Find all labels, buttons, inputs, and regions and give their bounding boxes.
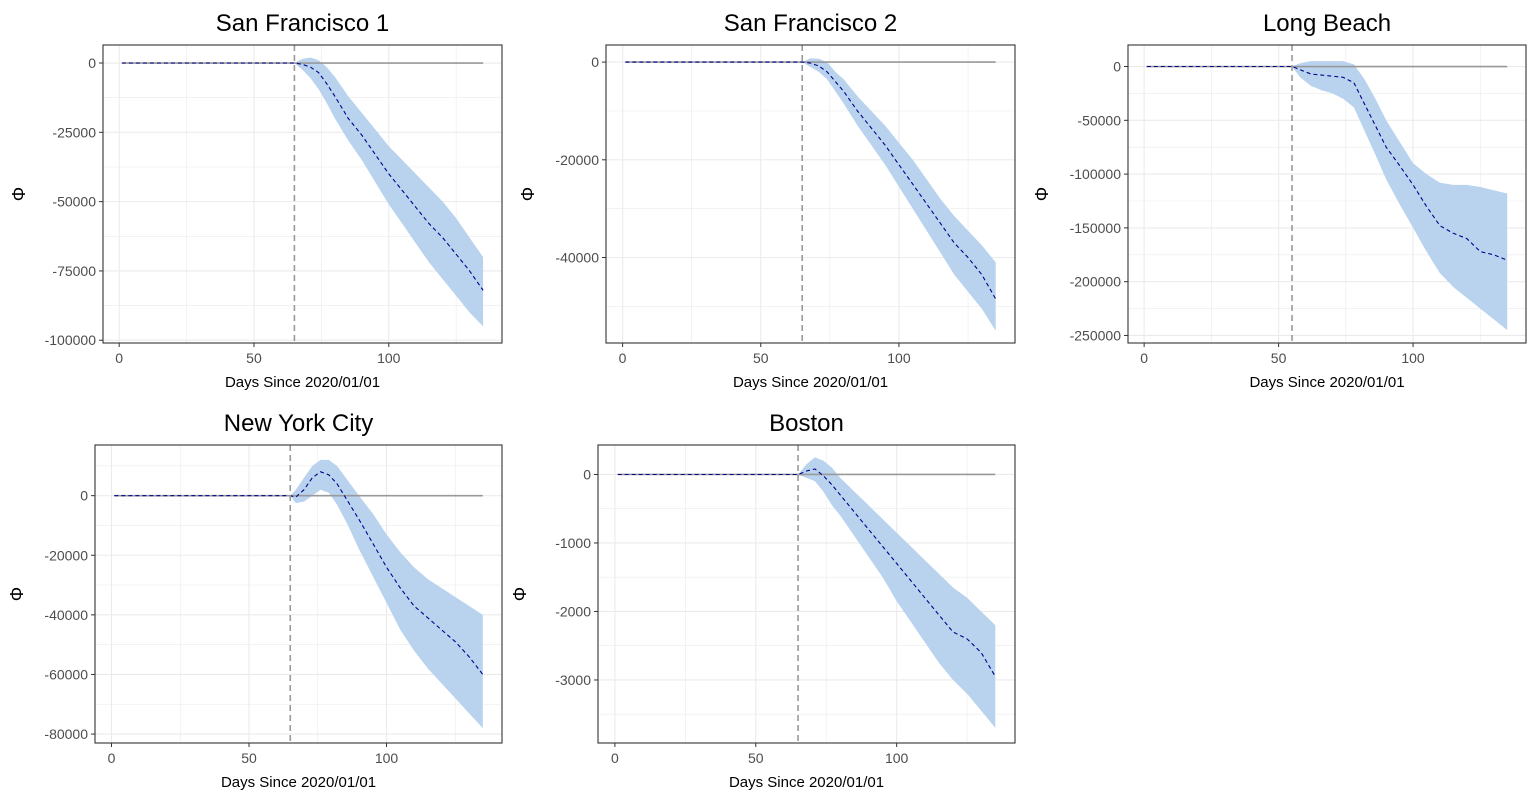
y-tick-label: -100000: [45, 332, 97, 348]
y-tick-label: 0: [1113, 59, 1121, 75]
panel-border: [94, 444, 503, 744]
y-tick-label: -250000: [1070, 327, 1122, 343]
plot-area: [1146, 45, 1508, 343]
chart-title: New York City: [224, 410, 373, 437]
x-axis-label: Days Since 2020/01/01: [225, 374, 380, 391]
chart-title: Long Beach: [1263, 10, 1391, 37]
y-tick-label: -50000: [1077, 112, 1121, 128]
x-tick-label: 0: [1140, 350, 1148, 366]
plot-area: [114, 445, 484, 743]
y-tick-label: -80000: [44, 726, 88, 742]
plot-background: [103, 45, 502, 343]
y-tick-label: -20000: [555, 152, 599, 168]
x-tick-label: 0: [108, 750, 116, 766]
y-tick-label: -3000: [555, 672, 591, 688]
y-tick-label: -20000: [44, 547, 88, 563]
x-axis-label: Days Since 2020/01/01: [729, 774, 884, 791]
y-axis-label: Φ: [1032, 187, 1052, 201]
y-axis-label: Φ: [510, 587, 530, 601]
y-tick-label: -50000: [52, 194, 96, 210]
x-tick-label: 0: [611, 750, 619, 766]
median-line: [114, 471, 484, 675]
x-tick-label: 100: [375, 750, 399, 766]
credible-interval-band: [114, 459, 483, 729]
credible-interval-band: [121, 57, 484, 327]
credible-interval-band: [617, 457, 996, 728]
y-axis-label: Φ: [9, 187, 29, 201]
median-line: [617, 468, 996, 677]
y-tick-label: 0: [591, 54, 599, 70]
x-tick-label: 0: [619, 350, 627, 366]
y-tick-label: 0: [80, 488, 88, 504]
y-tick-label: -150000: [1070, 220, 1122, 236]
y-tick-label: -40000: [44, 607, 88, 623]
plot-background: [606, 45, 1015, 343]
y-tick-label: -75000: [52, 263, 96, 279]
x-tick-label: 0: [115, 350, 123, 366]
x-tick-label: 100: [1401, 350, 1425, 366]
chart-title: Boston: [769, 410, 844, 437]
y-tick-label: 0: [583, 466, 591, 482]
y-tick-label: 0: [88, 55, 96, 71]
x-axis-label: Days Since 2020/01/01: [1249, 374, 1404, 391]
panel-border: [597, 444, 1016, 744]
y-tick-label: -1000: [555, 535, 591, 551]
credible-interval-band: [625, 58, 996, 331]
y-tick-label: -40000: [555, 250, 599, 266]
chart-title: San Francisco 1: [216, 10, 389, 37]
y-tick-label: -200000: [1070, 274, 1122, 290]
panel-border: [102, 44, 503, 344]
y-tick-label: -25000: [52, 124, 96, 140]
x-axis-label: Days Since 2020/01/01: [221, 774, 376, 791]
x-tick-label: 100: [887, 350, 911, 366]
y-tick-label: -100000: [1070, 166, 1122, 182]
x-tick-label: 50: [246, 350, 262, 366]
chart-panel: 0 50 100 0 -20000 -40000 San Francisco 2 Days S…: [518, 10, 1016, 391]
chart-panel: 0 50 100 0 -50000 -100000 -150000 -200000 -25000…: [1032, 10, 1527, 391]
panel-border: [605, 44, 1016, 344]
x-tick-label: 50: [1271, 350, 1287, 366]
median-line: [121, 62, 484, 291]
x-tick-label: 100: [377, 350, 401, 366]
plot-area: [121, 45, 484, 343]
median-line: [625, 61, 997, 300]
y-axis-label: Φ: [518, 187, 538, 201]
x-tick-label: 50: [241, 750, 257, 766]
plot-area: [625, 45, 997, 343]
chart-panel: 0 50 100 0 -1000 -2000 -3000 Boston Days Since 2…: [510, 410, 1016, 791]
panel-border: [1127, 44, 1527, 344]
y-tick-label: -60000: [44, 666, 88, 682]
chart-panel: 0 50 100 0 -25000 -50000 -75000 -100000 San Fran…: [9, 10, 503, 391]
x-tick-label: 50: [753, 350, 769, 366]
y-axis-label: Φ: [7, 587, 27, 601]
x-tick-label: 100: [885, 750, 909, 766]
x-axis-label: Days Since 2020/01/01: [733, 374, 888, 391]
credible-interval-band: [1146, 61, 1508, 331]
plot-area: [617, 445, 996, 743]
y-tick-label: -2000: [555, 603, 591, 619]
chart-panel: 0 50 100 0 -20000 -40000 -60000 -80000 New York …: [7, 410, 503, 791]
chart-title: San Francisco 2: [724, 10, 897, 37]
x-tick-label: 50: [748, 750, 764, 766]
